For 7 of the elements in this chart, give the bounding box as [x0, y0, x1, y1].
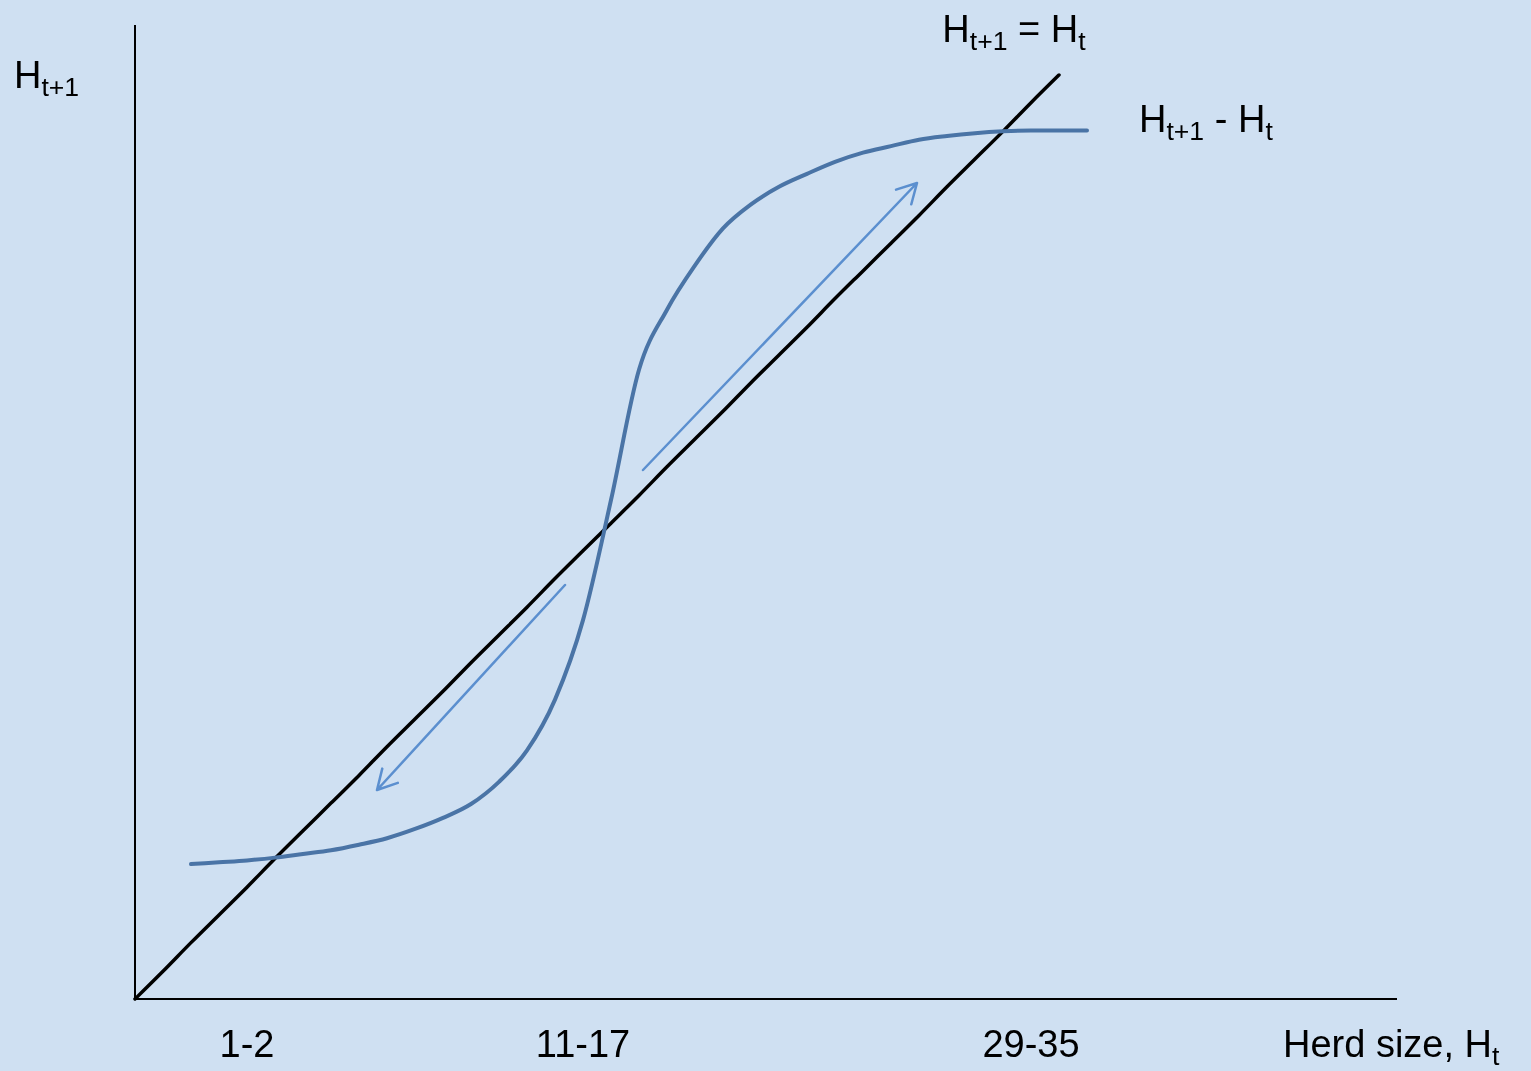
x-tick-label: 1-2	[219, 1023, 275, 1065]
x-tick-label: 11-17	[535, 1023, 631, 1065]
x-axis-title: Herd size, H$_{t}$	[1283, 1023, 1501, 1071]
series-label: H$_{t+1}$ = H$_{t}$	[942, 8, 1087, 57]
x-tick-label: 29-35	[982, 1023, 1080, 1065]
series-label: H$_{t+1}$ - H$_{t}$	[1139, 98, 1274, 147]
y-axis-title: H$_{t+1}$	[14, 54, 80, 103]
